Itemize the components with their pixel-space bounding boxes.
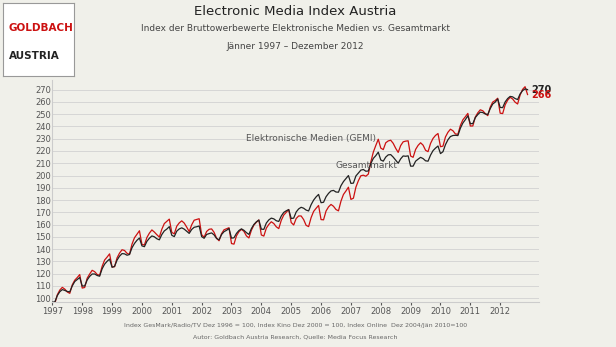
Text: Electronic Media Index Austria: Electronic Media Index Austria xyxy=(195,5,397,18)
Text: Gesamtmarkt: Gesamtmarkt xyxy=(336,161,398,170)
Text: AUSTRIA: AUSTRIA xyxy=(9,51,60,61)
Text: Autor: Goldbach Austria Research, Quelle: Media Focus Research: Autor: Goldbach Austria Research, Quelle… xyxy=(193,335,398,339)
Text: 266: 266 xyxy=(532,90,552,100)
Text: 270: 270 xyxy=(532,85,552,95)
Text: Elektronische Medien (GEMI): Elektronische Medien (GEMI) xyxy=(246,134,376,143)
Text: Jänner 1997 – Dezember 2012: Jänner 1997 – Dezember 2012 xyxy=(227,42,365,51)
Text: GOLDBACH: GOLDBACH xyxy=(9,23,74,33)
Text: Index der Bruttowerbewerte Elektronische Medien vs. Gesamtmarkt: Index der Bruttowerbewerte Elektronische… xyxy=(141,24,450,33)
Text: Index GesMark/Radio/TV Dez 1996 = 100, Index Kino Dez 2000 = 100, Index Online  : Index GesMark/Radio/TV Dez 1996 = 100, I… xyxy=(124,323,468,328)
